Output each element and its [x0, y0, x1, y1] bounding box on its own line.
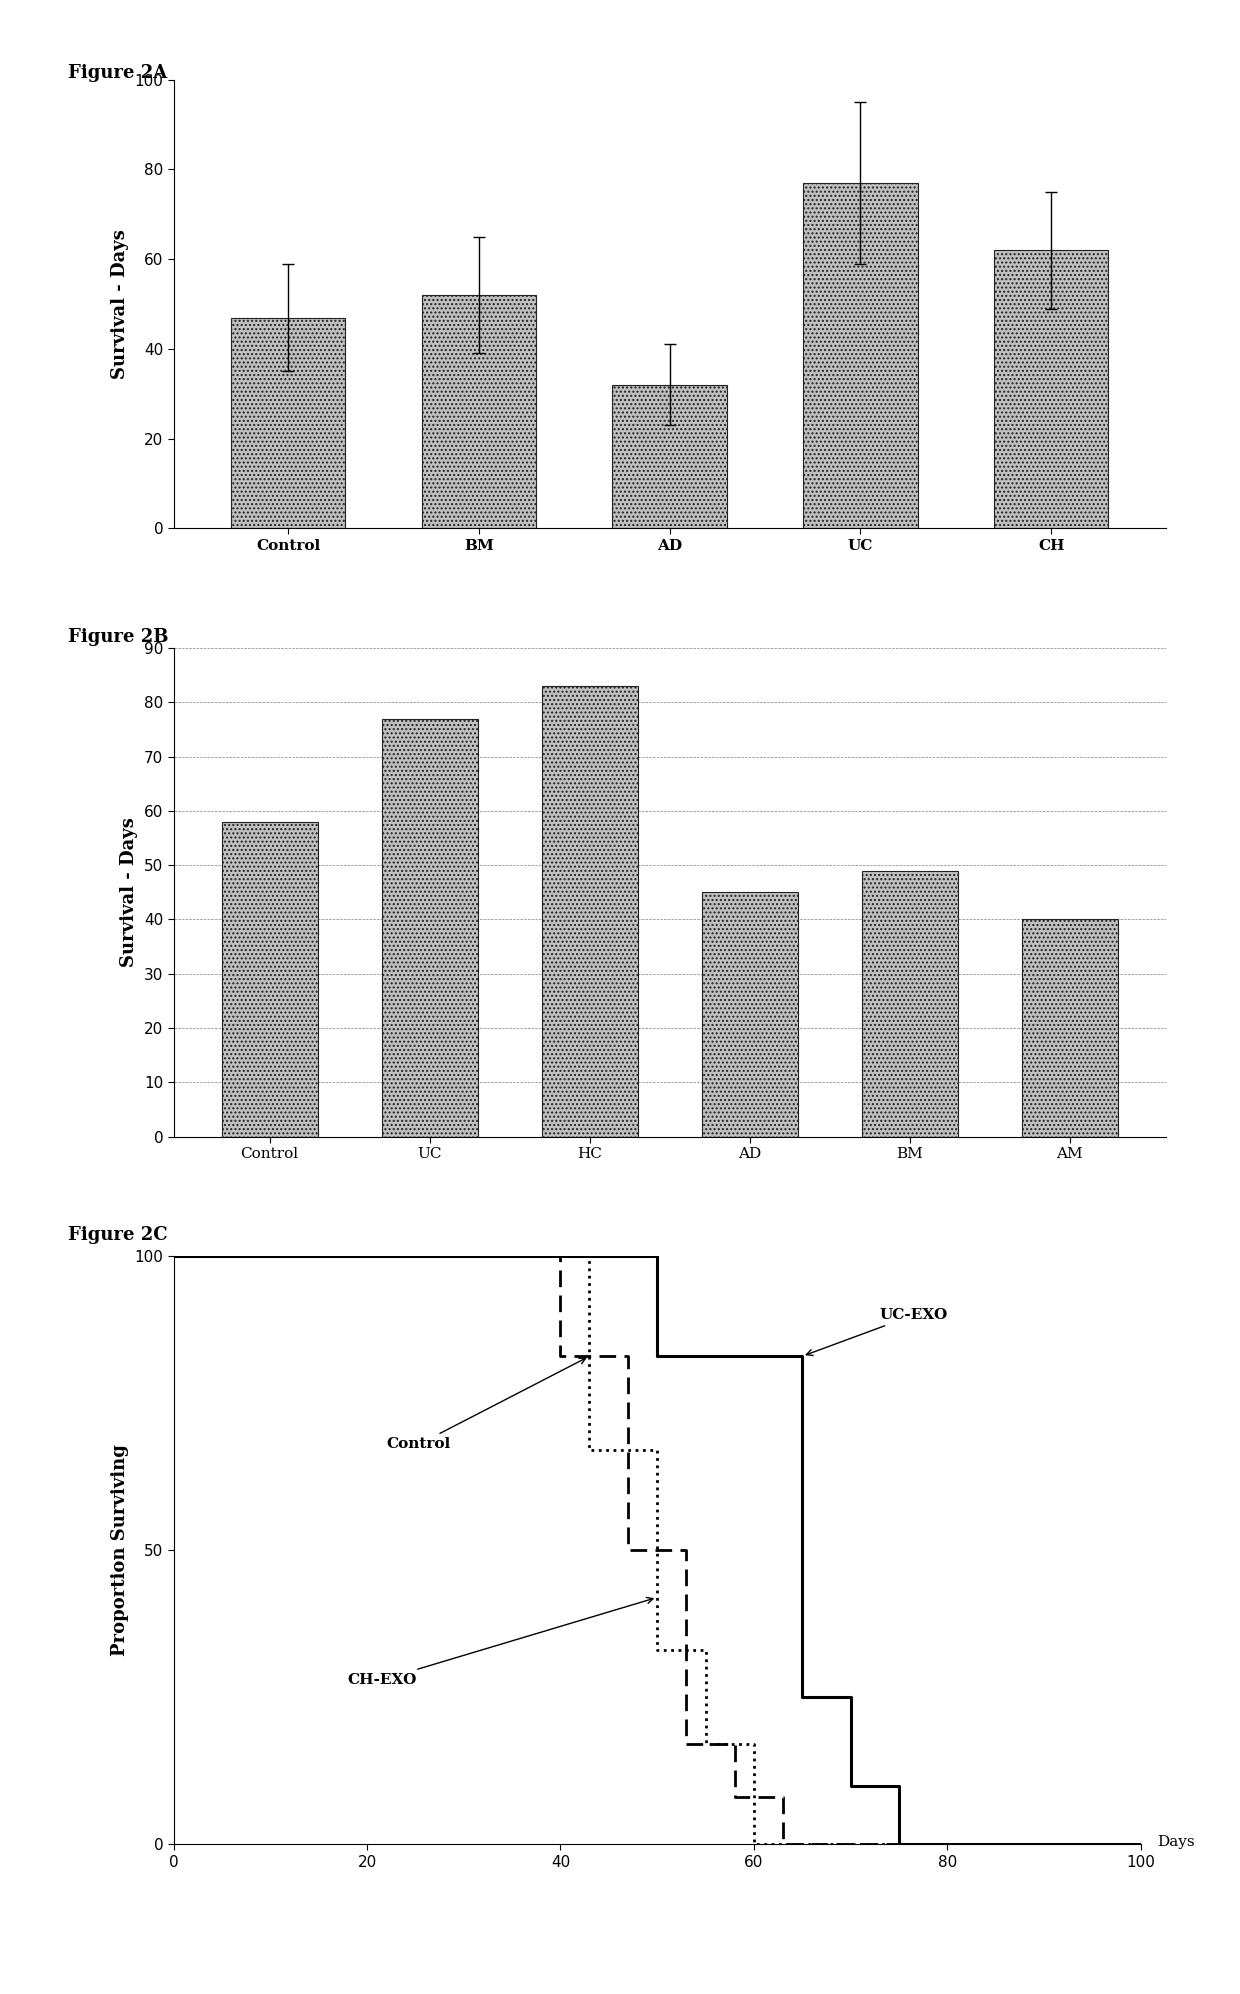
- Text: Figure 2B: Figure 2B: [68, 628, 169, 646]
- Text: Days: Days: [1157, 1834, 1194, 1850]
- Text: Control: Control: [387, 1358, 585, 1452]
- Bar: [222, 822, 317, 1137]
- Bar: [231, 317, 345, 528]
- Text: Figure 2C: Figure 2C: [68, 1226, 167, 1244]
- Bar: [542, 686, 637, 1137]
- Bar: [382, 718, 477, 1137]
- Text: Figure 2A: Figure 2A: [68, 64, 167, 82]
- Y-axis label: Survival - Days: Survival - Days: [110, 229, 129, 379]
- Text: CH-EXO: CH-EXO: [347, 1597, 653, 1687]
- Bar: [1022, 919, 1117, 1137]
- Bar: [613, 385, 727, 528]
- Y-axis label: Proportion Surviving: Proportion Surviving: [110, 1444, 129, 1657]
- Bar: [994, 251, 1109, 528]
- Bar: [422, 295, 536, 528]
- Bar: [702, 893, 797, 1137]
- Text: UC-EXO: UC-EXO: [806, 1308, 947, 1356]
- Bar: [862, 871, 957, 1137]
- Bar: [804, 183, 918, 528]
- Y-axis label: Survival - Days: Survival - Days: [120, 818, 138, 967]
